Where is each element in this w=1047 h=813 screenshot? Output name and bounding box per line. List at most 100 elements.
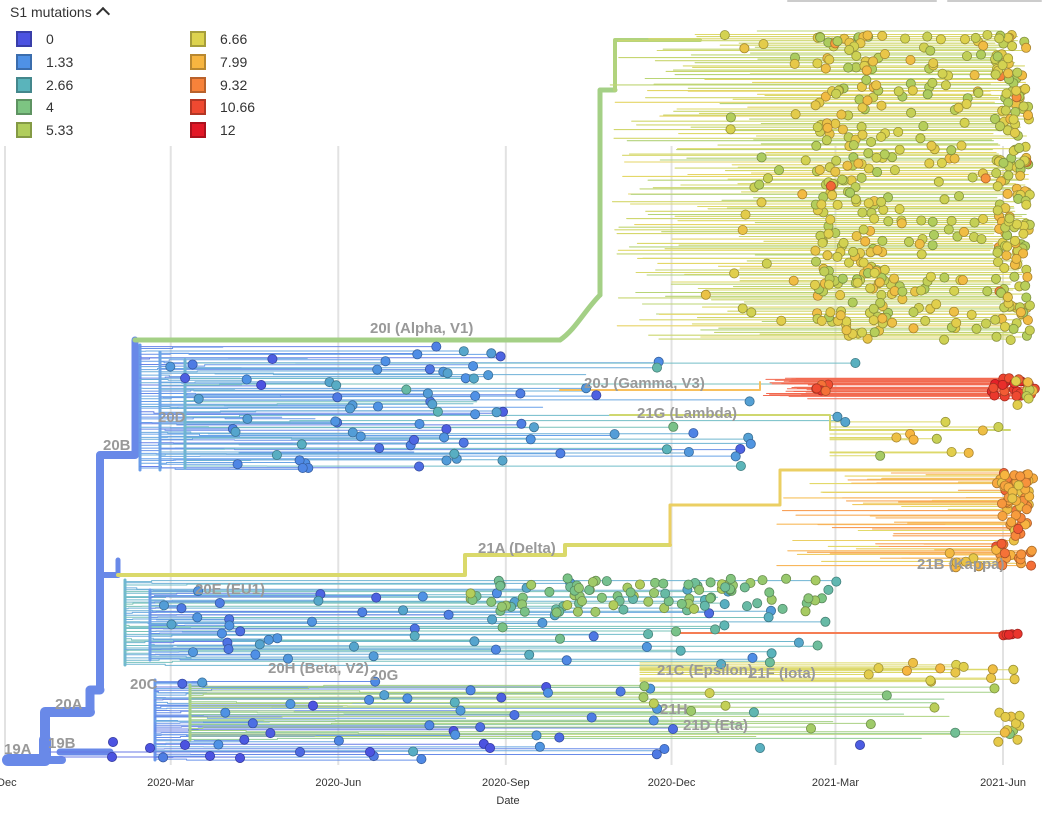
tip[interactable] [586,712,597,723]
tip[interactable] [790,109,801,120]
tip[interactable] [1012,734,1023,745]
tip[interactable] [1013,480,1024,491]
tip[interactable] [465,588,476,599]
branch[interactable] [124,622,543,624]
tip[interactable] [572,606,583,617]
tip[interactable] [916,285,927,296]
tip[interactable] [1002,188,1013,199]
tip[interactable] [869,327,880,338]
tip[interactable] [789,58,800,69]
tip[interactable] [949,306,960,317]
tip[interactable] [660,588,671,599]
tip[interactable] [282,653,293,664]
tip[interactable] [908,657,919,668]
tip[interactable] [976,234,987,245]
tip[interactable] [876,131,887,142]
tip[interactable] [234,753,245,764]
tip[interactable] [812,640,823,651]
branch[interactable] [139,368,378,371]
tip[interactable] [720,700,731,711]
tip[interactable] [432,406,443,417]
tip[interactable] [922,31,933,42]
tip[interactable] [313,595,324,606]
tip[interactable] [704,688,715,699]
tip[interactable] [953,102,964,113]
tip[interactable] [887,317,898,328]
tip[interactable] [754,179,765,190]
tip[interactable] [822,122,833,133]
tip[interactable] [739,582,750,593]
tip[interactable] [187,359,198,370]
tip[interactable] [1015,170,1026,181]
tip[interactable] [742,601,753,612]
tip[interactable] [978,213,989,224]
branch[interactable] [124,607,690,610]
branch[interactable] [124,602,726,605]
tip[interactable] [344,403,355,414]
tip[interactable] [1012,628,1023,639]
tip[interactable] [943,224,954,235]
tip[interactable] [939,194,950,205]
branch[interactable] [159,381,330,384]
branch[interactable] [139,359,386,362]
tip[interactable] [294,747,305,758]
tip[interactable] [689,603,700,614]
tip[interactable] [370,676,381,687]
tip[interactable] [926,140,937,151]
tip[interactable] [901,665,912,676]
tip[interactable] [213,739,224,750]
tip[interactable] [427,399,438,410]
tip[interactable] [774,165,785,176]
tip[interactable] [879,49,890,60]
branch[interactable] [154,742,219,746]
branch[interactable] [184,442,752,445]
tip[interactable] [710,624,721,635]
tip[interactable] [306,616,317,627]
tip[interactable] [596,592,607,603]
tip[interactable] [177,678,188,689]
branch[interactable] [149,592,321,595]
tip[interactable] [1021,199,1032,210]
tip[interactable] [856,81,867,92]
branch[interactable] [559,381,761,391]
tip[interactable] [940,80,951,91]
tip[interactable] [719,620,730,631]
tip[interactable] [925,45,936,56]
branch[interactable] [189,684,645,687]
tip[interactable] [800,155,811,166]
branch[interactable] [189,722,872,725]
tip[interactable] [908,434,919,445]
tip[interactable] [455,705,466,716]
tip[interactable] [220,707,231,718]
tip[interactable] [856,172,867,183]
branch[interactable] [189,693,888,696]
tip[interactable] [959,117,970,128]
tip[interactable] [1011,253,1022,264]
tip[interactable] [516,418,527,429]
tip[interactable] [851,50,862,61]
branch[interactable] [184,414,838,418]
tip[interactable] [758,39,769,50]
branch[interactable] [124,628,716,630]
tip[interactable] [946,446,957,457]
tip[interactable] [933,176,944,187]
tip[interactable] [861,65,872,76]
tip[interactable] [967,172,978,183]
branch[interactable] [189,702,655,704]
tip[interactable] [851,231,862,242]
tip[interactable] [931,299,942,310]
branch[interactable] [116,543,672,577]
tip[interactable] [954,191,965,202]
tip[interactable] [940,416,951,427]
tip[interactable] [918,121,929,132]
tip[interactable] [962,51,973,62]
branch[interactable] [124,649,682,652]
tip[interactable] [756,152,767,163]
tip[interactable] [331,380,342,391]
tip[interactable] [551,607,562,618]
tip[interactable] [740,209,751,220]
tip[interactable] [763,612,774,623]
tip[interactable] [869,213,880,224]
branch[interactable] [149,616,198,618]
